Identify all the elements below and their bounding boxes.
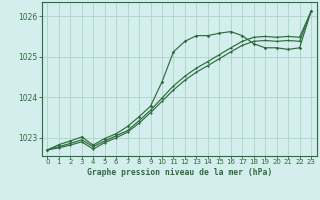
X-axis label: Graphe pression niveau de la mer (hPa): Graphe pression niveau de la mer (hPa): [87, 168, 272, 177]
